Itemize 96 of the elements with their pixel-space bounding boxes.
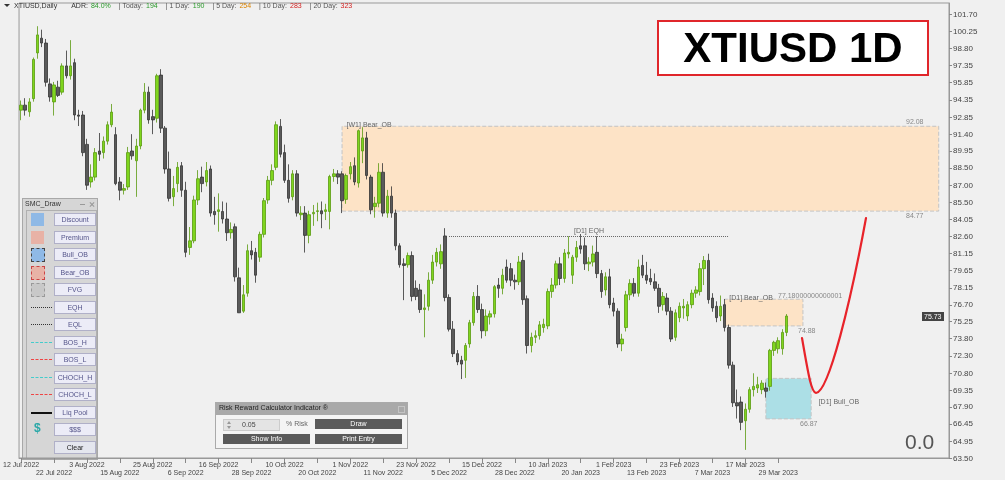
y-tick-label: 81.15 xyxy=(953,248,974,258)
candlestick xyxy=(369,174,373,215)
candlestick xyxy=(172,175,175,207)
candlestick xyxy=(719,295,722,322)
y-tick-label: 101.70 xyxy=(953,10,979,20)
y-tick-label: 95.85 xyxy=(953,78,974,88)
y-tick-label: 70.80 xyxy=(953,368,974,378)
candlestick xyxy=(225,202,229,242)
candlestick xyxy=(205,161,208,187)
candlestick xyxy=(583,237,587,271)
candlestick xyxy=(65,50,68,79)
y-tick-label: 78.15 xyxy=(953,283,974,293)
text: XTIUSD 1D xyxy=(657,20,929,76)
candlestick xyxy=(530,332,533,353)
candlestick xyxy=(365,131,368,180)
candlestick xyxy=(295,169,299,217)
candlestick xyxy=(418,283,422,314)
candlestick xyxy=(307,210,311,244)
candlestick xyxy=(242,284,245,314)
candlestick xyxy=(497,277,500,299)
candlestick xyxy=(509,262,513,287)
candlestick xyxy=(464,342,467,379)
y-tick-label: 89.95 xyxy=(953,146,974,156)
candlestick xyxy=(591,245,595,267)
candlestick xyxy=(357,129,360,188)
candlestick xyxy=(246,244,249,298)
candlestick xyxy=(28,97,31,118)
y-tick-label: 79.65 xyxy=(953,266,974,276)
candlestick xyxy=(155,73,159,123)
candlestick xyxy=(620,333,624,352)
candlestick xyxy=(56,80,60,98)
y-tick-label: 100.25 xyxy=(953,26,979,36)
candlestick xyxy=(353,156,356,186)
candlestick xyxy=(60,62,64,96)
candlestick xyxy=(484,309,488,337)
candlestick xyxy=(316,202,319,222)
y-tick-label: 97.35 xyxy=(953,60,974,70)
candlestick xyxy=(274,120,278,171)
candlestick xyxy=(558,256,562,286)
y-tick-label: 75.25 xyxy=(953,317,974,327)
candlestick xyxy=(98,132,101,162)
candlestick xyxy=(538,320,541,341)
candlestick xyxy=(661,291,665,311)
annotation: $ xyxy=(34,421,41,435)
candlestick xyxy=(410,250,414,302)
candlestick xyxy=(320,201,323,229)
y-tick-label: 73.80 xyxy=(953,333,974,343)
candlestick xyxy=(130,133,134,161)
y-tick-label: 92.85 xyxy=(953,112,974,122)
candlestick xyxy=(381,162,385,217)
candlestick xyxy=(32,57,35,103)
candlestick xyxy=(229,221,233,240)
y-tick-label: 88.50 xyxy=(953,163,974,173)
y-tick-label: 84.05 xyxy=(953,214,974,224)
candlestick xyxy=(291,169,294,201)
candlestick xyxy=(299,205,303,221)
candlestick xyxy=(386,189,389,219)
candlestick xyxy=(200,166,204,193)
y-tick-label: 64.95 xyxy=(953,436,974,446)
candlestick xyxy=(517,255,521,286)
y-tick-label: 82.60 xyxy=(953,231,974,241)
candlestick xyxy=(637,259,640,298)
candlestick xyxy=(439,244,443,270)
y-tick-label: 66.45 xyxy=(953,419,974,429)
candlestick xyxy=(632,277,636,298)
y-tick-label: 94.35 xyxy=(953,95,974,105)
y-tick-label: 72.30 xyxy=(953,351,974,361)
candlestick xyxy=(764,382,768,399)
candlestick xyxy=(340,170,344,214)
candlestick xyxy=(303,205,307,253)
candlestick xyxy=(217,192,220,233)
candlestick xyxy=(69,39,72,81)
y-tick-label: 87.00 xyxy=(953,180,974,190)
candlestick xyxy=(344,173,348,205)
y-tick-label: 98.80 xyxy=(953,43,974,53)
y-tick-label: 91.40 xyxy=(953,129,974,139)
candlestick xyxy=(312,204,315,227)
y-tick-label: 69.35 xyxy=(953,385,974,395)
y-tick-label: 76.70 xyxy=(953,300,974,310)
y-tick-label: 67.90 xyxy=(953,402,974,412)
candlestick xyxy=(36,25,39,60)
candlestick xyxy=(176,161,179,193)
candlestick xyxy=(19,100,23,121)
candlestick xyxy=(406,252,410,269)
candlestick xyxy=(760,379,764,395)
candlestick xyxy=(126,146,130,191)
candlestick xyxy=(349,161,352,180)
annotation: 0.0 xyxy=(905,430,935,454)
y-tick-label: 85.50 xyxy=(953,198,974,208)
y-tick-label: 63.50 xyxy=(953,453,974,463)
candlestick xyxy=(23,97,27,116)
candlestick xyxy=(423,293,426,338)
candlestick xyxy=(501,268,504,295)
candlestick xyxy=(52,81,56,116)
candlestick xyxy=(604,271,607,296)
candlestick xyxy=(682,298,685,320)
